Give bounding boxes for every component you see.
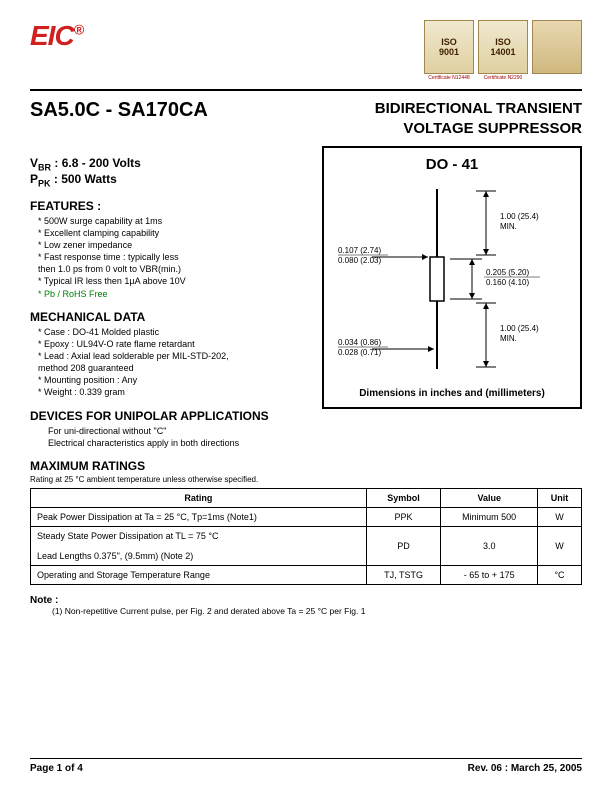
company-logo: EIC® bbox=[30, 20, 83, 52]
max-ratings-heading: MAXIMUM RATINGS bbox=[30, 459, 582, 473]
package-caption: Dimensions in inches and (millimeters) bbox=[332, 388, 572, 399]
cell-symbol: PPK bbox=[366, 507, 441, 526]
ratings-table: Rating Symbol Value Unit Peak Power Diss… bbox=[30, 488, 582, 585]
unipolar-line1: For uni-directional without "C" bbox=[30, 425, 308, 437]
divider bbox=[30, 89, 582, 91]
mechanical-heading: MECHANICAL DATA bbox=[30, 310, 308, 324]
product-title: BIDIRECTIONAL TRANSIENT VOLTAGE SUPPRESS… bbox=[375, 99, 582, 138]
mechanical-list: Case : DO-41 Molded plasticEpoxy : UL94V… bbox=[30, 326, 308, 399]
svg-text:0.034 (0.86): 0.034 (0.86) bbox=[338, 338, 381, 347]
cell-rating: Operating and Storage Temperature Range bbox=[31, 565, 367, 584]
notes-section: Note : (1) Non-repetitive Current pulse,… bbox=[30, 595, 582, 616]
features-heading: FEATURES : bbox=[30, 199, 308, 213]
list-item: then 1.0 ps from 0 volt to VBR(min.) bbox=[48, 263, 308, 275]
main-columns: VBR : 6.8 - 200 Volts PPK : 500 Watts FE… bbox=[30, 146, 582, 449]
svg-text:MIN.: MIN. bbox=[500, 222, 517, 231]
note-item: (1) Non-repetitive Current pulse, per Fi… bbox=[30, 606, 582, 616]
col-rating: Rating bbox=[31, 488, 367, 507]
list-item: Typical IR less then 1µA above 10V bbox=[48, 275, 308, 287]
table-row: Steady State Power Dissipation at TL = 7… bbox=[31, 526, 582, 565]
cell-value: Minimum 500 bbox=[441, 507, 538, 526]
col-value: Value bbox=[441, 488, 538, 507]
list-item: Low zener impedance bbox=[48, 239, 308, 251]
cell-value: - 65 to + 175 bbox=[441, 565, 538, 584]
cert-badge: ISO14001 Certificate N2290 bbox=[478, 20, 528, 81]
list-item: Epoxy : UL94V-O rate flame retardant bbox=[48, 338, 308, 350]
left-column: VBR : 6.8 - 200 Volts PPK : 500 Watts FE… bbox=[30, 146, 308, 449]
table-row: Peak Power Dissipation at Ta = 25 °C, Tp… bbox=[31, 507, 582, 526]
logo-reg: ® bbox=[74, 22, 83, 38]
headline-specs: VBR : 6.8 - 200 Volts PPK : 500 Watts bbox=[30, 156, 308, 189]
svg-text:0.107 (2.74): 0.107 (2.74) bbox=[338, 246, 381, 255]
list-item: Pb / RoHS Free bbox=[48, 288, 308, 300]
list-item: Case : DO-41 Molded plastic bbox=[48, 326, 308, 338]
list-item: Fast response time : typically less bbox=[48, 251, 308, 263]
cert-badge bbox=[532, 20, 582, 81]
cell-symbol: PD bbox=[366, 526, 441, 565]
header-row: EIC® ISO9001 Certificate N12448 ISO14001… bbox=[30, 20, 582, 81]
ppk-label: PPK bbox=[30, 172, 51, 186]
svg-text:0.080 (2.03): 0.080 (2.03) bbox=[338, 256, 381, 265]
col-symbol: Symbol bbox=[366, 488, 441, 507]
svg-text:0.028 (0.71): 0.028 (0.71) bbox=[338, 348, 381, 357]
package-box: DO - 41 1.00 (25.4) MIN. 0.107 (2.74) 0.… bbox=[322, 146, 582, 409]
page-footer: Page 1 of 4 Rev. 06 : March 25, 2005 bbox=[30, 758, 582, 774]
vbr-label: VBR bbox=[30, 156, 51, 170]
notes-heading: Note : bbox=[30, 595, 582, 606]
list-item: Lead : Axial lead solderable per MIL-STD… bbox=[48, 350, 308, 362]
col-unit: Unit bbox=[538, 488, 582, 507]
table-row: Operating and Storage Temperature RangeT… bbox=[31, 565, 582, 584]
unipolar-heading: DEVICES FOR UNIPOLAR APPLICATIONS bbox=[30, 409, 308, 423]
package-diagram: 1.00 (25.4) MIN. 0.107 (2.74) 0.080 (2.0… bbox=[332, 179, 572, 379]
cell-unit: °C bbox=[538, 565, 582, 584]
certification-badges: ISO9001 Certificate N12448 ISO14001 Cert… bbox=[424, 20, 582, 81]
svg-text:0.205 (5.20): 0.205 (5.20) bbox=[486, 268, 529, 277]
max-ratings-note: Rating at 25 °C ambient temperature unle… bbox=[30, 475, 582, 484]
cell-unit: W bbox=[538, 507, 582, 526]
svg-text:MIN.: MIN. bbox=[500, 334, 517, 343]
cell-rating: Steady State Power Dissipation at TL = 7… bbox=[31, 526, 367, 565]
list-item: method 208 guaranteed bbox=[48, 362, 308, 374]
page-number: Page 1 of 4 bbox=[30, 763, 83, 774]
unipolar-line2: Electrical characteristics apply in both… bbox=[30, 437, 308, 449]
part-number: SA5.0C - SA170CA bbox=[30, 99, 208, 122]
svg-text:0.160 (4.10): 0.160 (4.10) bbox=[486, 278, 529, 287]
right-column: DO - 41 1.00 (25.4) MIN. 0.107 (2.74) 0.… bbox=[322, 146, 582, 449]
svg-text:1.00 (25.4): 1.00 (25.4) bbox=[500, 324, 539, 333]
cell-value: 3.0 bbox=[441, 526, 538, 565]
cell-rating: Peak Power Dissipation at Ta = 25 °C, Tp… bbox=[31, 507, 367, 526]
cell-unit: W bbox=[538, 526, 582, 565]
cert-badge: ISO9001 Certificate N12448 bbox=[424, 20, 474, 81]
features-list: 500W surge capability at 1msExcellent cl… bbox=[30, 215, 308, 300]
list-item: Weight : 0.339 gram bbox=[48, 386, 308, 398]
svg-text:1.00 (25.4): 1.00 (25.4) bbox=[500, 212, 539, 221]
title-row: SA5.0C - SA170CA BIDIRECTIONAL TRANSIENT… bbox=[30, 99, 582, 138]
logo-text: EIC bbox=[30, 20, 74, 51]
list-item: Excellent clamping capability bbox=[48, 227, 308, 239]
cell-symbol: TJ, TSTG bbox=[366, 565, 441, 584]
list-item: 500W surge capability at 1ms bbox=[48, 215, 308, 227]
list-item: Mounting position : Any bbox=[48, 374, 308, 386]
revision: Rev. 06 : March 25, 2005 bbox=[468, 763, 582, 774]
package-title: DO - 41 bbox=[332, 156, 572, 173]
table-header-row: Rating Symbol Value Unit bbox=[31, 488, 582, 507]
